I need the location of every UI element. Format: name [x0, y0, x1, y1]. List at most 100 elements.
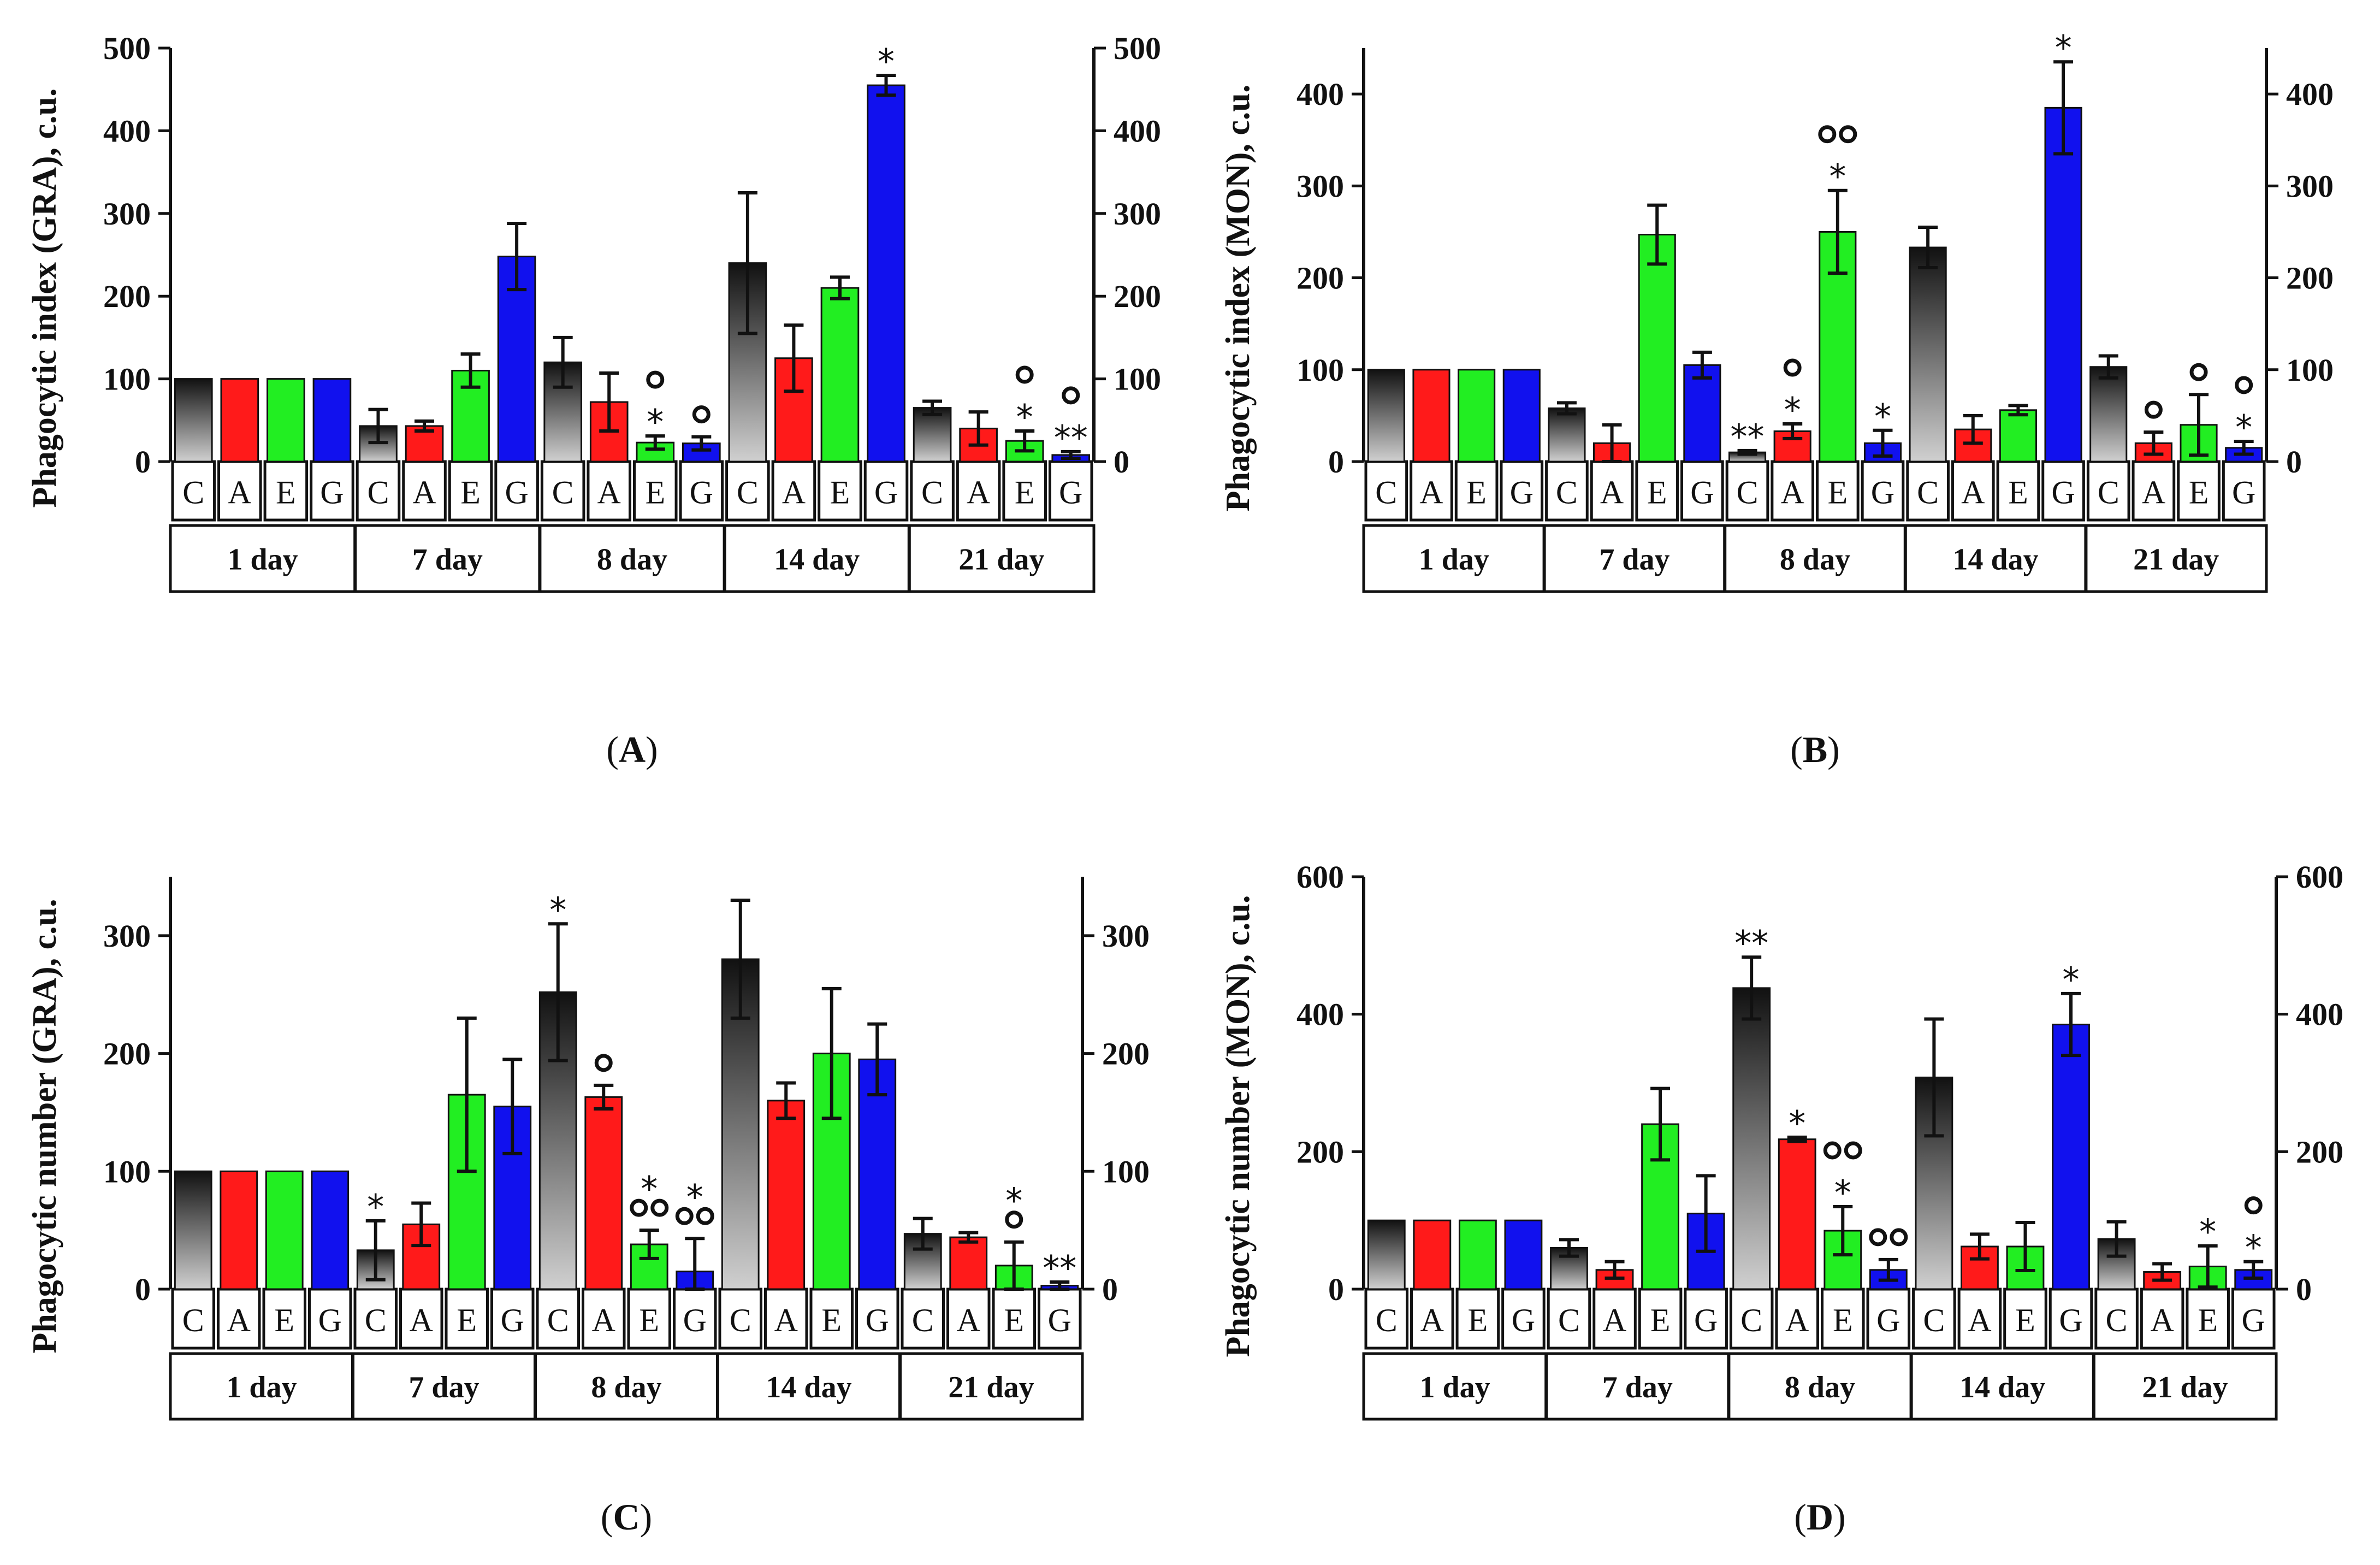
- category-box: [1454, 460, 1499, 522]
- significance-star: *: [1005, 1181, 1022, 1221]
- category-label: A: [597, 475, 621, 511]
- category-label: E: [1827, 475, 1848, 511]
- significance-circle: [696, 1207, 714, 1225]
- category-label: G: [2051, 475, 2075, 511]
- bar-g: [311, 1170, 350, 1290]
- significance-star: *: [1874, 397, 1891, 436]
- category-label: E: [1466, 475, 1487, 511]
- category-box: [2049, 1288, 2093, 1350]
- category-label: G: [1512, 1302, 1535, 1338]
- day-label: 7 day: [1599, 543, 1669, 577]
- category-box: [2086, 460, 2130, 522]
- category-label: E: [2015, 1302, 2035, 1338]
- significance-circle: [1783, 358, 1802, 377]
- category-label: A: [1420, 1302, 1444, 1338]
- category-box: [494, 460, 539, 522]
- bar-c: [174, 1170, 212, 1290]
- bar-a: [220, 378, 259, 463]
- category-box: [1038, 1288, 1082, 1350]
- y-tick-label-left: 200: [1296, 1134, 1344, 1170]
- category-box: [1725, 460, 1769, 522]
- y-tick-label-right: 200: [1102, 1036, 1150, 1072]
- bar-c: [174, 378, 213, 463]
- y-tick-label-left: 300: [103, 918, 151, 954]
- category-box: [1684, 1288, 1728, 1350]
- category-label: E: [1833, 1302, 1853, 1338]
- y-tick-label-right: 0: [1102, 1272, 1118, 1307]
- day-label: 8 day: [1785, 1371, 1855, 1404]
- category-label: E: [1015, 475, 1035, 511]
- y-tick-label-right: 0: [2296, 1272, 2312, 1307]
- significance-star: *: [2055, 28, 2072, 68]
- category-label: E: [460, 475, 481, 511]
- significance-circle: [675, 1207, 694, 1225]
- category-label: C: [1376, 1302, 1398, 1338]
- day-label: 21 day: [948, 1371, 1034, 1404]
- panel-label: (B): [1790, 729, 1840, 770]
- category-box: [1048, 460, 1093, 522]
- y-tick-label-right: 200: [2286, 261, 2334, 296]
- y-tick-label-right: 200: [1114, 279, 1161, 314]
- category-label: G: [501, 1302, 524, 1338]
- category-box: [1410, 1288, 1454, 1350]
- category-label: G: [320, 475, 344, 511]
- category-label: G: [1694, 1302, 1718, 1338]
- significance-star: **: [1054, 418, 1088, 458]
- significance-circle: [650, 1198, 669, 1217]
- category-box: [725, 460, 770, 522]
- category-box: [1861, 460, 1905, 522]
- significance-star: *: [1829, 157, 1846, 197]
- significance-star: *: [2245, 1228, 2262, 1268]
- bar-g: [2052, 1024, 2090, 1290]
- significance-star: *: [367, 1187, 384, 1227]
- day-label: 14 day: [766, 1371, 851, 1404]
- category-box: [1364, 460, 1408, 522]
- category-box: [356, 460, 401, 522]
- day-label: 1 day: [1419, 543, 1489, 577]
- significance-star: *: [2235, 408, 2252, 447]
- y-tick-label-right: 0: [2286, 444, 2302, 480]
- significance-star: *: [2063, 960, 2080, 1000]
- category-label: A: [774, 1302, 798, 1338]
- y-tick-label-left: 300: [103, 196, 151, 232]
- y-tick-label-left: 100: [1296, 352, 1344, 388]
- y-tick-label-left: 0: [1328, 444, 1344, 480]
- category-box: [992, 1288, 1036, 1350]
- bar-g: [867, 84, 905, 463]
- category-box: [1680, 460, 1724, 522]
- day-label: 8 day: [591, 1371, 661, 1404]
- category-box: [1364, 1288, 1409, 1350]
- category-label: E: [1468, 1302, 1488, 1338]
- y-tick-label-right: 400: [2296, 997, 2343, 1032]
- bar-a: [1412, 369, 1451, 463]
- category-box: [771, 460, 816, 522]
- category-label: C: [737, 475, 759, 511]
- y-tick-label-right: 100: [2286, 352, 2334, 388]
- significance-circle: [1890, 1228, 1908, 1247]
- y-tick-label-left: 600: [1296, 859, 1344, 895]
- significance-star: *: [1016, 397, 1033, 437]
- day-label: 1 day: [228, 543, 298, 577]
- category-label: E: [2198, 1302, 2218, 1338]
- category-label: E: [1004, 1302, 1024, 1338]
- y-tick-label-left: 500: [103, 31, 151, 66]
- day-label: 7 day: [412, 543, 483, 577]
- bar-c: [1367, 1219, 1406, 1290]
- significance-star: **: [1043, 1248, 1076, 1288]
- significance-star: *: [1784, 390, 1801, 430]
- bar-c: [1732, 987, 1771, 1290]
- category-box: [1906, 460, 1950, 522]
- category-box: [633, 460, 678, 522]
- category-label: E: [274, 1302, 294, 1338]
- category-label: C: [1740, 1302, 1762, 1338]
- category-label: C: [547, 1302, 569, 1338]
- category-label: C: [912, 1302, 934, 1338]
- significance-circle: [1869, 1228, 1887, 1247]
- bar-g: [1683, 364, 1721, 463]
- significance-star: *: [549, 890, 566, 930]
- category-box: [1002, 460, 1047, 522]
- category-box: [1592, 1288, 1637, 1350]
- panel-c: 0 0 100 100 200 200 300 300 Phagocytic number (G…: [26, 877, 1150, 1538]
- y-axis-title: Phagocytic number (MON), c.u.: [1219, 895, 1257, 1357]
- significance-star: *: [641, 1169, 658, 1209]
